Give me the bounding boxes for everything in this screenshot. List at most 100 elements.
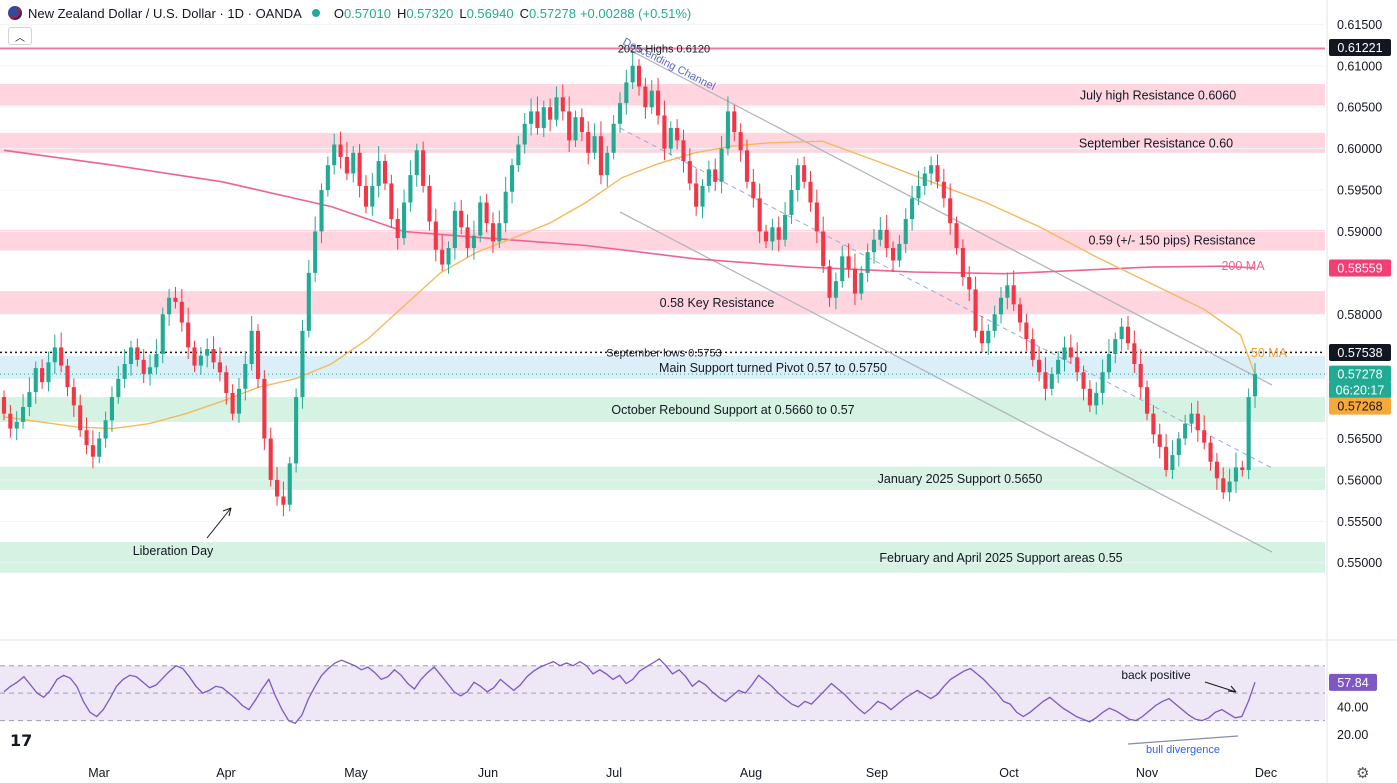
candle — [802, 165, 807, 182]
zone-resistance[interactable] — [0, 291, 1325, 315]
candle — [1138, 363, 1143, 388]
candle — [725, 111, 730, 149]
candle — [179, 301, 184, 323]
candle — [382, 161, 388, 184]
candle — [490, 223, 496, 242]
candle — [636, 65, 642, 87]
close-value: 0.57278 — [528, 5, 576, 21]
candle — [1176, 438, 1181, 456]
price-tag-level — [1329, 344, 1391, 362]
zone-support[interactable] — [0, 542, 1325, 573]
price-tick-label: 0.56500 — [1337, 432, 1382, 446]
time-axis[interactable]: Mar Apr May Jun Jul Aug Sep Oct Nov Dec — [88, 766, 1277, 780]
rsi-pane[interactable]: 40.00 20.00 57.84 back positive bull diverge… — [0, 639, 1397, 756]
candle — [903, 219, 908, 244]
candle — [325, 165, 330, 191]
candle — [433, 221, 438, 250]
ma200-label: 200 MA — [1221, 259, 1265, 273]
candle — [522, 123, 527, 145]
price-tags: 0.61221 0.58559 0.57538 0.57278 06:20:17 0.57… — [1329, 39, 1391, 415]
candle — [1246, 397, 1251, 470]
candle — [1221, 478, 1226, 493]
candles-layer — [1, 50, 1258, 517]
candle — [509, 165, 515, 192]
settings-gear-icon[interactable]: ⚙ — [1356, 765, 1370, 782]
candle — [427, 185, 432, 222]
month-tick-label: Nov — [1136, 766, 1159, 780]
price-tag-countdown — [1329, 381, 1391, 399]
candle — [122, 363, 127, 379]
candle — [186, 322, 191, 348]
candle — [529, 111, 534, 124]
candle — [1144, 387, 1150, 414]
zone-resistance[interactable] — [0, 229, 1325, 251]
candle — [681, 140, 686, 162]
grid-layer — [0, 23, 1325, 564]
collapse-legend-button[interactable]: ︿ — [8, 27, 32, 45]
price-tag-ma200 — [1329, 259, 1391, 277]
rsi-line[interactable] — [3, 658, 1256, 725]
candle — [236, 388, 242, 414]
price-tick-label: 0.55500 — [1337, 515, 1382, 529]
high-label: H — [396, 5, 407, 21]
candle — [668, 127, 673, 149]
candle — [33, 368, 38, 393]
candle — [1183, 423, 1188, 439]
candle — [503, 191, 508, 224]
rsi-tick-label: 20.00 — [1337, 728, 1368, 742]
liberation-day-arrow — [206, 507, 232, 539]
candle — [922, 173, 927, 186]
zone-label: February and April 2025 Support areas 0.… — [879, 551, 1122, 565]
arrow-head-icon — [222, 507, 232, 517]
ma50-line[interactable] — [3, 140, 1256, 430]
price-axis[interactable]: 0.61500 0.61000 0.60500 0.60000 0.59500 0.590… — [1326, 0, 1382, 783]
candle — [878, 229, 883, 240]
descending-channel[interactable] — [619, 44, 1273, 553]
ma200-line[interactable] — [3, 149, 1256, 275]
candle — [630, 65, 635, 83]
candle — [459, 210, 464, 228]
candle — [795, 165, 800, 191]
candle — [751, 181, 756, 199]
candle — [516, 144, 521, 166]
zone-label: 0.59 (+/- 150 pips) Resistance — [1088, 234, 1255, 248]
candle — [738, 132, 743, 151]
candle — [897, 243, 902, 261]
candle — [357, 152, 362, 186]
candle — [541, 107, 546, 128]
zone-pivot[interactable] — [0, 355, 1325, 379]
zone-support[interactable] — [0, 466, 1325, 490]
tradingview-logo[interactable]: 𝟭𝟳 — [10, 731, 32, 751]
candle — [1252, 373, 1258, 397]
month-tick-label: Apr — [216, 766, 235, 780]
candle — [567, 111, 572, 141]
candle — [757, 198, 762, 232]
price-tick-label: 0.61000 — [1337, 59, 1382, 73]
candle — [649, 90, 654, 108]
candle — [624, 82, 629, 104]
candle — [370, 185, 375, 207]
symbol-title[interactable]: New Zealand Dollar / U.S. Dollar · 1D · … — [28, 5, 302, 21]
candle — [1037, 359, 1042, 373]
candle — [78, 405, 83, 431]
candle — [363, 185, 369, 207]
zone-label: 0.58 Key Resistance — [660, 296, 775, 310]
candle — [1119, 326, 1124, 340]
candle — [395, 219, 400, 239]
candle — [840, 256, 845, 282]
candle — [1202, 430, 1207, 443]
candle — [141, 359, 146, 374]
candle — [979, 330, 984, 344]
candle — [294, 397, 299, 464]
candle — [1132, 343, 1137, 364]
zone-resistance[interactable] — [0, 84, 1325, 106]
open-label: O — [333, 5, 344, 21]
annotation-text-layer: July high Resistance 0.6060 September Res… — [133, 36, 1288, 565]
arrow-head-icon — [1227, 685, 1237, 693]
price-tag-ma50 — [1329, 397, 1391, 415]
candle — [973, 289, 978, 331]
price-tag-text: 0.61221 — [1337, 41, 1382, 55]
candle — [313, 231, 318, 273]
candle — [71, 387, 76, 406]
